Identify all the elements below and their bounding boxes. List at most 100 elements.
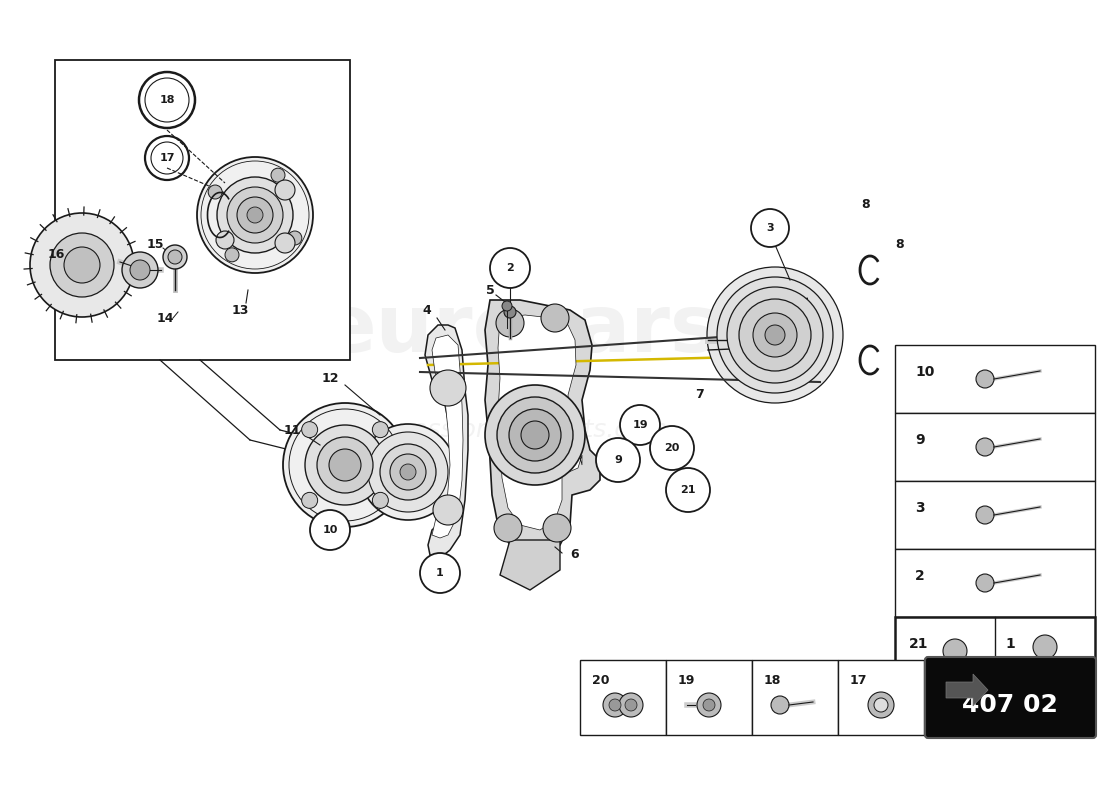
Circle shape (751, 209, 789, 247)
Circle shape (619, 693, 644, 717)
Text: 19: 19 (632, 420, 648, 430)
Bar (752, 660, 838, 735)
Text: 1: 1 (1005, 637, 1014, 651)
Circle shape (697, 693, 720, 717)
Circle shape (509, 409, 561, 461)
Circle shape (420, 553, 460, 593)
Circle shape (216, 231, 234, 249)
Text: 18: 18 (764, 674, 781, 687)
Circle shape (976, 506, 994, 524)
Text: 3: 3 (915, 501, 925, 515)
Text: 13: 13 (231, 303, 249, 317)
Circle shape (305, 425, 385, 505)
Circle shape (329, 449, 361, 481)
Circle shape (868, 692, 894, 718)
Circle shape (122, 252, 158, 288)
Circle shape (197, 157, 314, 273)
Circle shape (504, 306, 516, 318)
Circle shape (717, 277, 833, 393)
Circle shape (976, 574, 994, 592)
Text: 2: 2 (915, 569, 925, 583)
Text: 14: 14 (156, 311, 174, 325)
Text: 21: 21 (909, 637, 928, 651)
Circle shape (317, 437, 373, 493)
Circle shape (620, 405, 660, 445)
Circle shape (373, 422, 388, 438)
Circle shape (596, 438, 640, 482)
Circle shape (754, 313, 798, 357)
Circle shape (543, 514, 571, 542)
Circle shape (168, 250, 182, 264)
Polygon shape (946, 674, 988, 706)
Text: 9: 9 (915, 433, 925, 447)
Polygon shape (500, 540, 560, 590)
Circle shape (603, 693, 627, 717)
Circle shape (707, 267, 843, 403)
Bar (895, 481, 1094, 549)
Text: eurocars: eurocars (321, 291, 718, 369)
Circle shape (30, 213, 134, 317)
Polygon shape (425, 325, 468, 558)
Circle shape (130, 260, 150, 280)
Circle shape (609, 699, 622, 711)
Circle shape (163, 245, 187, 269)
Circle shape (703, 699, 715, 711)
Text: 17: 17 (850, 674, 868, 687)
Circle shape (494, 514, 522, 542)
Circle shape (650, 426, 694, 470)
Circle shape (301, 492, 318, 508)
Text: 16: 16 (47, 249, 65, 262)
Circle shape (433, 495, 463, 525)
Text: 2: 2 (506, 263, 514, 273)
Circle shape (301, 422, 318, 438)
Circle shape (227, 187, 283, 243)
Circle shape (64, 247, 100, 283)
Circle shape (976, 438, 994, 456)
Circle shape (1033, 635, 1057, 659)
Bar (580, 660, 666, 735)
Polygon shape (485, 300, 600, 555)
Text: 15: 15 (146, 238, 164, 251)
Circle shape (208, 185, 222, 199)
Text: 1: 1 (436, 568, 444, 578)
Circle shape (764, 325, 785, 345)
Bar (838, 660, 924, 735)
Text: 12: 12 (321, 371, 339, 385)
Text: 19: 19 (678, 674, 695, 687)
Circle shape (236, 197, 273, 233)
Text: 20: 20 (664, 443, 680, 453)
Circle shape (625, 699, 637, 711)
Circle shape (666, 468, 710, 512)
Circle shape (310, 510, 350, 550)
Text: 21: 21 (680, 485, 695, 495)
Circle shape (490, 248, 530, 288)
Bar (895, 413, 1094, 481)
Polygon shape (498, 315, 582, 530)
Circle shape (226, 248, 239, 262)
Circle shape (368, 432, 448, 512)
Text: a passion for parts.com: a passion for parts.com (373, 418, 668, 442)
Circle shape (502, 301, 512, 311)
Circle shape (50, 233, 114, 297)
Circle shape (727, 287, 823, 383)
Text: 10: 10 (322, 525, 338, 535)
Text: 9: 9 (614, 455, 622, 465)
Text: 5: 5 (485, 283, 494, 297)
Circle shape (497, 397, 573, 473)
Circle shape (521, 421, 549, 449)
Text: 17: 17 (160, 153, 175, 163)
Bar (895, 345, 1094, 413)
Polygon shape (432, 335, 463, 538)
Text: 8: 8 (895, 374, 904, 386)
Circle shape (485, 385, 585, 485)
Circle shape (771, 696, 789, 714)
Circle shape (275, 233, 295, 253)
Circle shape (139, 72, 195, 128)
Bar (895, 549, 1094, 617)
Circle shape (145, 136, 189, 180)
Circle shape (976, 370, 994, 388)
Text: 18: 18 (160, 95, 175, 105)
Circle shape (373, 492, 388, 508)
FancyBboxPatch shape (925, 657, 1096, 738)
Text: 8: 8 (895, 238, 904, 251)
